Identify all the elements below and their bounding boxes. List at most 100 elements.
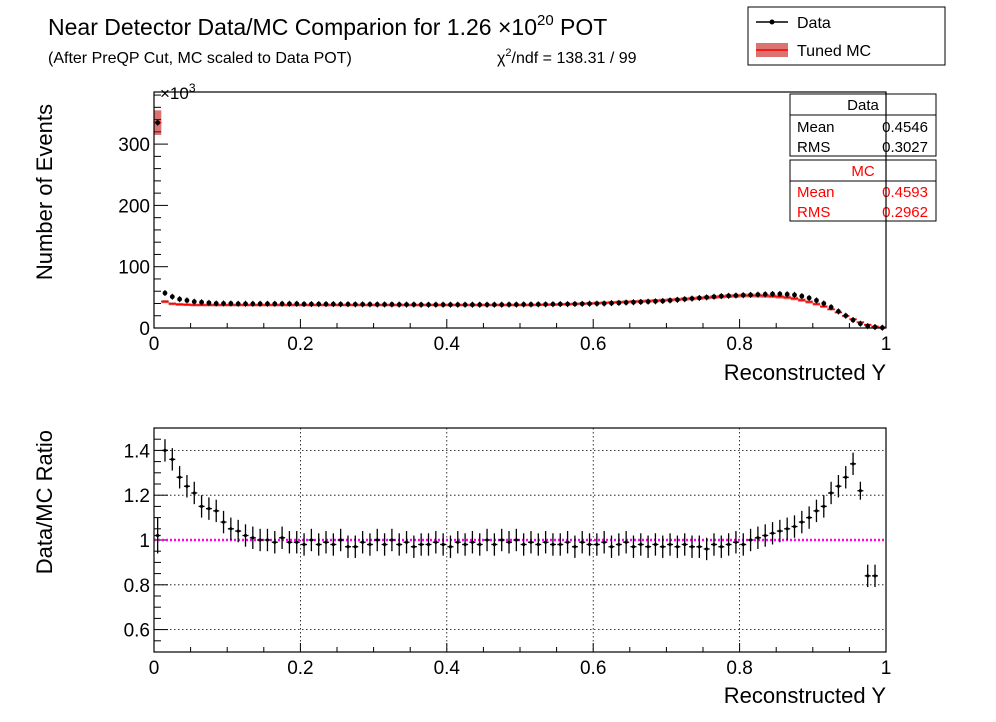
data-point xyxy=(265,301,270,307)
data-point xyxy=(184,298,190,303)
ratio-point xyxy=(551,542,555,547)
ratio-point xyxy=(156,533,160,538)
ratio-point xyxy=(507,540,511,544)
bottom-plot: 0 0.2 0.4 0.6 0.8 1 0.6 0.8 1 1.2 1.4 xyxy=(124,427,892,679)
ratio-point xyxy=(522,542,526,547)
ratio-point xyxy=(375,538,379,542)
top-y-tick-label: 200 xyxy=(118,196,150,217)
data-point xyxy=(155,120,161,126)
top-y-exponent-label: ×103 xyxy=(160,81,196,103)
data-point xyxy=(426,302,431,308)
data-point xyxy=(279,301,285,307)
ratio-point xyxy=(448,545,453,549)
bottom-x-tick-label: 0.4 xyxy=(434,658,461,679)
data-point xyxy=(653,298,658,304)
data-point xyxy=(550,301,556,307)
data-point xyxy=(843,313,849,319)
ratio-point xyxy=(346,545,350,549)
data-point xyxy=(609,300,614,306)
data-point xyxy=(857,321,863,327)
ratio-point xyxy=(814,509,819,513)
data-point xyxy=(733,293,739,298)
data-point xyxy=(850,317,856,323)
data-point xyxy=(191,299,197,305)
data-point xyxy=(748,292,753,298)
data-point xyxy=(784,291,790,297)
ratio-point xyxy=(573,545,577,549)
ratio-point xyxy=(580,540,584,544)
data-point xyxy=(814,298,819,303)
data-point xyxy=(506,302,512,307)
data-point xyxy=(535,301,541,307)
data-point xyxy=(696,295,702,301)
data-point xyxy=(777,291,783,297)
ratio-point xyxy=(646,545,650,549)
stats-data-rms-value: 0.3027 xyxy=(882,139,928,156)
stats-mc-mean-value: 0.4593 xyxy=(882,184,928,201)
data-point xyxy=(528,302,534,307)
ratio-point xyxy=(778,529,782,533)
ratio-point xyxy=(536,542,540,547)
ratio-point xyxy=(748,538,753,542)
ratio-point xyxy=(221,520,226,524)
data-point xyxy=(711,294,717,300)
ratio-point xyxy=(690,545,694,549)
ratio-point xyxy=(470,540,475,544)
ratio-point xyxy=(236,529,240,533)
data-point xyxy=(330,301,336,307)
top-y-tick-label: 100 xyxy=(118,258,150,279)
top-x-tick-label: 0.6 xyxy=(580,334,606,355)
bottom-y-axis-title: Data/MC Ratio xyxy=(32,430,57,574)
ratio-point xyxy=(404,540,409,544)
ratio-point xyxy=(295,540,299,544)
top-x-tick-label: 0.4 xyxy=(434,334,461,355)
data-point xyxy=(404,302,409,307)
ratio-point xyxy=(434,540,438,544)
data-point xyxy=(587,301,592,307)
bottom-x-axis-title: Reconstructed Y xyxy=(724,683,887,708)
ratio-point xyxy=(792,524,797,529)
data-point xyxy=(682,296,688,302)
data-point xyxy=(250,301,256,307)
data-point xyxy=(828,304,834,310)
data-point xyxy=(433,302,439,308)
ratio-point xyxy=(324,540,328,544)
data-point xyxy=(762,291,768,297)
top-y-tick-label: 300 xyxy=(118,135,150,156)
ratio-point xyxy=(317,542,321,547)
ratio-point xyxy=(397,542,401,547)
ratio-point xyxy=(705,547,709,551)
ratio-point xyxy=(653,542,658,547)
data-point xyxy=(704,294,710,300)
top-x-tick-label: 0.8 xyxy=(726,334,752,355)
data-point xyxy=(755,292,761,297)
ratio-point xyxy=(785,527,789,531)
data-point xyxy=(623,300,629,305)
data-point xyxy=(689,296,695,301)
data-point xyxy=(484,302,490,308)
data-point xyxy=(521,302,527,307)
bottom-x-tick-label: 1 xyxy=(881,658,892,679)
data-point xyxy=(821,301,827,306)
ratio-point xyxy=(858,489,862,493)
bottom-y-tick-label: 0.8 xyxy=(124,576,150,597)
data-point xyxy=(740,292,746,298)
bottom-x-tick-label: 0.2 xyxy=(287,658,313,679)
ratio-point xyxy=(807,516,811,520)
ratio-point xyxy=(258,538,262,542)
data-point xyxy=(792,292,797,298)
data-point xyxy=(221,301,226,306)
data-point xyxy=(389,302,395,307)
data-point xyxy=(565,301,570,307)
data-point xyxy=(323,301,329,307)
bottom-plot-frame xyxy=(153,427,887,653)
data-point xyxy=(572,301,578,307)
data-point xyxy=(169,294,175,300)
ratio-point xyxy=(309,538,313,542)
data-point xyxy=(631,299,636,305)
ratio-point xyxy=(602,540,606,544)
data-point xyxy=(543,301,549,307)
ratio-point xyxy=(734,540,738,544)
figure-subtitle: (After PreQP Cut, MC scaled to Data POT) xyxy=(48,50,352,67)
